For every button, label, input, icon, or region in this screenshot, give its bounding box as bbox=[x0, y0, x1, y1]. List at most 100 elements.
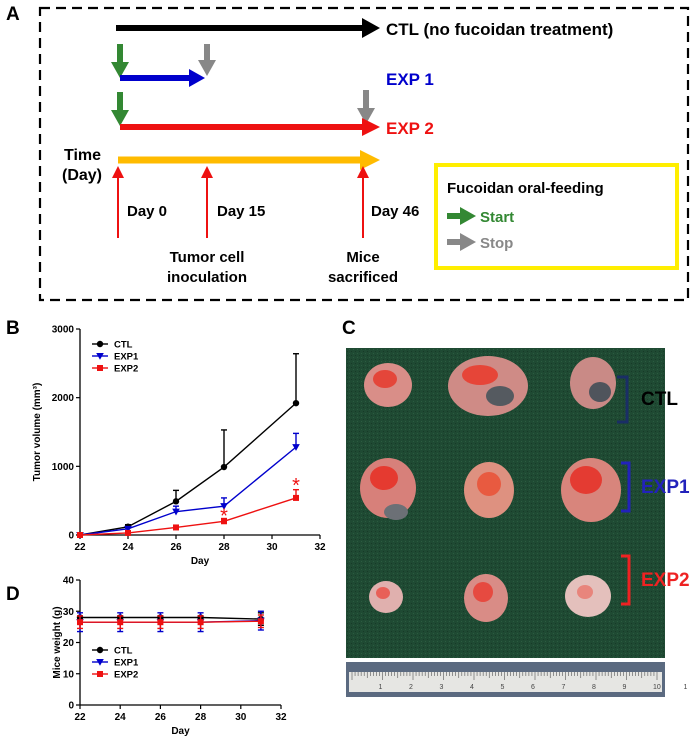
chart-b-legend-label-exp2: EXP2 bbox=[114, 364, 138, 375]
chart-b-x-tick-label: 32 bbox=[314, 542, 326, 553]
chart-d-y-tick-label: 0 bbox=[68, 701, 74, 712]
chart-d-point-exp2 bbox=[197, 619, 204, 626]
chart-b-point-exp2 bbox=[77, 532, 83, 538]
chart-b-x-tick-label: 22 bbox=[74, 542, 86, 553]
chart-b-y-tick-label: 0 bbox=[68, 531, 74, 542]
chart-d-legend-label-exp1: EXP1 bbox=[114, 658, 139, 669]
mice-sacrificed-label-line1: Mice bbox=[346, 249, 379, 266]
ctl-label: CTL (no fucoidan treatment) bbox=[386, 20, 613, 39]
legend-start-label: Start bbox=[480, 209, 514, 226]
chart-d-y-axis-label: Mice weight (g) bbox=[52, 606, 63, 678]
tumor-exp2-1-highlight bbox=[376, 587, 390, 599]
chart-d-line-exp2 bbox=[80, 620, 261, 623]
panel-b-letter: B bbox=[6, 318, 20, 339]
exp2-bracket bbox=[621, 554, 631, 606]
tumor-photo: 1 2 3 4 5 6 7 8 9 10 1 bbox=[346, 348, 688, 697]
day46-label: Day 46 bbox=[371, 203, 419, 220]
ruler-number: 2 bbox=[409, 684, 413, 691]
chart-b-y-tick-label: 3000 bbox=[52, 325, 75, 336]
chart-d-point-exp2 bbox=[257, 618, 264, 625]
chart-b-point-exp2 bbox=[125, 529, 131, 536]
chart-d-legend-label-exp2: EXP2 bbox=[114, 670, 138, 681]
tumor-inoculation-label-line2: inoculation bbox=[167, 269, 247, 286]
mice-sacrificed-label-line2: sacrificed bbox=[328, 269, 398, 286]
tumor-exp1-2-highlight bbox=[477, 472, 501, 496]
exp2-stop-arrow-icon bbox=[357, 108, 375, 124]
tumor-exp2-2-highlight bbox=[473, 582, 493, 602]
feeding-legend-box bbox=[434, 163, 679, 270]
ruler-number: 7 bbox=[562, 684, 566, 691]
ruler-number: 3 bbox=[440, 684, 444, 691]
chart-b-x-tick-label: 30 bbox=[266, 542, 278, 553]
chart-d-point-exp2 bbox=[157, 619, 164, 626]
chart-b-x-tick-label: 26 bbox=[170, 542, 182, 553]
chart-d-x-tick-label: 24 bbox=[115, 712, 127, 723]
chart-b-point-exp1 bbox=[172, 508, 180, 516]
exp1-stop-arrow-icon bbox=[198, 60, 216, 76]
day15-arrow-icon bbox=[201, 166, 213, 178]
chart-d-y-tick-label: 30 bbox=[63, 607, 75, 618]
tumor-ctl-2 bbox=[448, 356, 528, 416]
ctl-bracket bbox=[617, 375, 629, 424]
chart-b-significance-star: * bbox=[220, 506, 228, 528]
tumor-ctl-3-dark bbox=[589, 382, 611, 402]
exp1-label: EXP 1 bbox=[386, 70, 434, 89]
chart-d-y-tick-label: 10 bbox=[63, 669, 75, 680]
chart-b-line-ctl bbox=[79, 402, 297, 536]
chart-d-y-tick-label: 20 bbox=[63, 638, 75, 649]
tumor-ctl-1-highlight bbox=[373, 370, 397, 388]
day46-arrow-icon bbox=[357, 166, 369, 178]
chart-d-point-exp2 bbox=[117, 619, 124, 626]
ctl-arrow-head bbox=[362, 18, 380, 38]
ruler-number: 5 bbox=[501, 684, 505, 691]
panel-a-letter: A bbox=[6, 4, 20, 25]
panel-d-letter: D bbox=[6, 584, 20, 605]
chart-d-x-tick-label: 28 bbox=[195, 712, 207, 723]
chart-b-y-tick-label: 2000 bbox=[52, 393, 75, 404]
chart-b-point-ctl bbox=[220, 463, 228, 471]
chart-d-line-ctl bbox=[80, 616, 261, 620]
exp2-start-arrow-icon bbox=[111, 110, 129, 126]
chart-b-legend-label-ctl: CTL bbox=[114, 340, 133, 351]
chart-b-x-tick-label: 28 bbox=[218, 542, 230, 553]
chart-b-point-exp1 bbox=[292, 444, 300, 451]
chart-b-y-tick-label: 1000 bbox=[52, 462, 75, 473]
chart-d-legend-marker-exp2 bbox=[97, 671, 103, 677]
chart-b-legend-marker-exp1 bbox=[96, 353, 104, 360]
exp2-group-label: EXP2 bbox=[641, 570, 690, 591]
ruler-number: 6 bbox=[531, 684, 535, 691]
chart-b-point-exp2 bbox=[221, 518, 227, 525]
ruler bbox=[349, 672, 662, 692]
chart-b-line-exp1 bbox=[79, 446, 297, 536]
mice-weight-chart: 22 24 26 28 30 32 0 10 20 30 40 Day Mice weight (g) C… bbox=[52, 576, 287, 738]
panel-c-letter: C bbox=[342, 318, 356, 339]
chart-b-significance-star: * bbox=[292, 475, 300, 497]
panel-a-frame bbox=[38, 6, 690, 302]
stop-arrow-icon bbox=[460, 233, 476, 251]
exp2-label: EXP 2 bbox=[386, 119, 434, 138]
chart-d-legend-label-ctl: CTL bbox=[114, 646, 133, 657]
day0-label: Day 0 bbox=[127, 203, 167, 220]
chart-b-legend-marker-exp2 bbox=[97, 365, 103, 371]
start-arrow-icon bbox=[460, 207, 476, 225]
day15-label: Day 15 bbox=[217, 203, 265, 220]
chart-d-x-tick-label: 22 bbox=[74, 712, 86, 723]
tumor-exp1-3-highlight bbox=[570, 466, 602, 494]
day-unit-label: (Day) bbox=[62, 167, 102, 184]
chart-d-y-tick-label: 40 bbox=[63, 576, 75, 587]
feeding-legend-title: Fucoidan oral-feeding bbox=[447, 180, 604, 197]
chart-b-point-exp1 bbox=[124, 525, 132, 533]
chart-d-x-axis-label: Day bbox=[171, 726, 190, 737]
ruler-number: 8 bbox=[592, 684, 596, 691]
tumor-ctl-2-dark bbox=[486, 386, 514, 406]
chart-b-x-axis-label: Day bbox=[191, 556, 210, 567]
chart-b-point-ctl bbox=[172, 498, 180, 505]
day0-arrow-icon bbox=[112, 166, 124, 178]
chart-b-point-exp2 bbox=[293, 494, 299, 501]
chart-b-x-tick-label: 24 bbox=[122, 542, 134, 553]
exp2-arrow-head bbox=[362, 118, 380, 136]
chart-b-y-axis-label: Tumor volume (mm³) bbox=[32, 383, 43, 482]
legend-stop-label: Stop bbox=[480, 235, 513, 252]
tumor-exp1-1-dark bbox=[384, 504, 408, 520]
